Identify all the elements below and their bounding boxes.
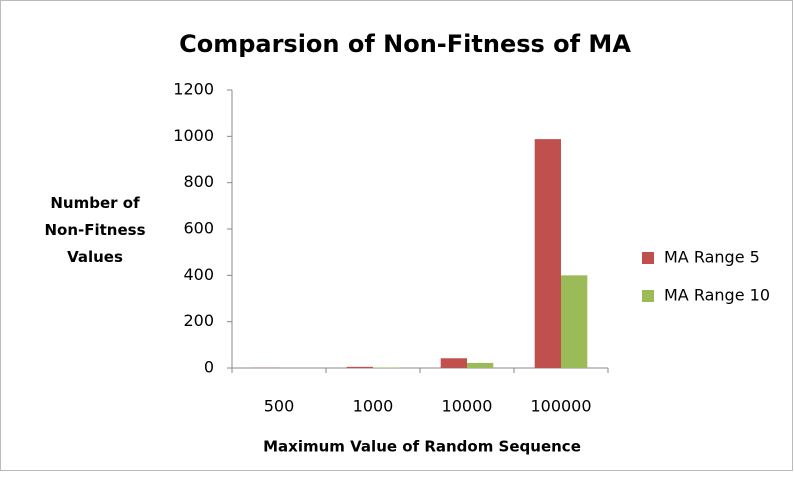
y-tick-label: 0 [204,358,214,377]
bar [534,139,561,368]
y-tick-label: 200 [183,311,214,330]
x-axis-label: Maximum Value of Random Sequence [263,438,581,456]
y-tick-label: 800 [183,172,214,191]
bar [440,358,467,368]
legend-label: MA Range 10 [664,286,770,305]
bar [467,362,494,368]
y-tick-label: 400 [183,265,214,284]
bar [346,366,373,368]
border [0,0,793,471]
legend-swatch [642,252,654,264]
y-tick-label: 1000 [173,126,214,145]
y-tick-label: 600 [183,219,214,238]
x-tick-label: 500 [264,397,295,416]
chart-title: Comparsion of Non-Fitness of MA [179,30,631,58]
y-tick-label: 1200 [173,80,214,99]
y-axis-label: Number of Non-Fitness Values [44,194,146,266]
x-tick-label: 10000 [442,397,493,416]
legend-swatch [642,290,654,302]
bar [561,275,588,368]
legend-label: MA Range 5 [664,248,760,267]
x-tick-label: 1000 [353,397,394,416]
x-tick-label: 100000 [530,397,591,416]
